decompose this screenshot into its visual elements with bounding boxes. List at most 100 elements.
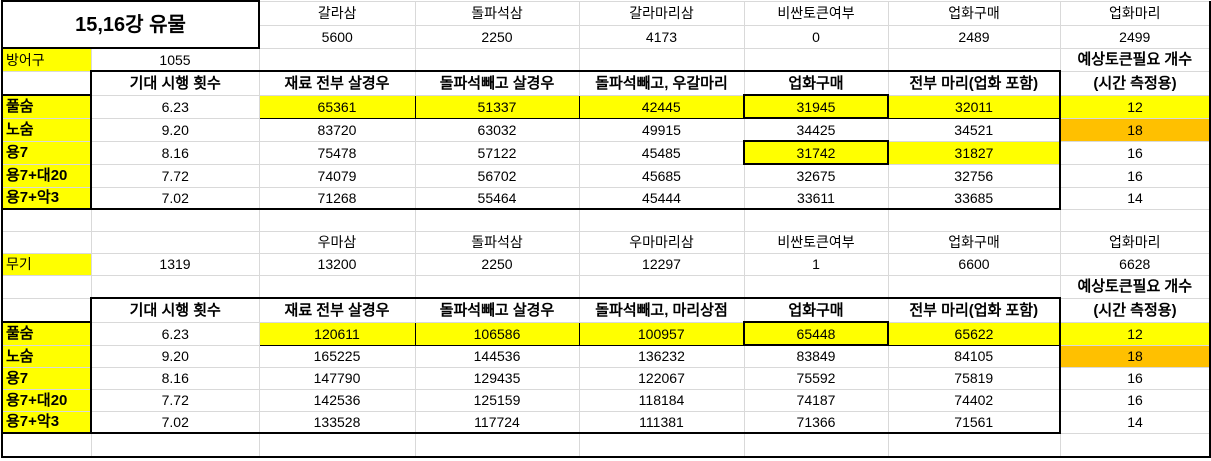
column-header[interactable]: 기대 시행 횟수 [90,297,260,323]
cell[interactable] [743,274,889,299]
cost-value[interactable]: 33611 [743,186,889,210]
token-count[interactable]: 12 [1059,94,1211,119]
cost-value[interactable]: 100957 [578,321,745,346]
material-value[interactable]: 1 [743,252,889,276]
cost-value[interactable]: 133528 [258,410,416,434]
cell[interactable] [414,432,580,458]
cost-value[interactable]: 122067 [578,366,745,390]
token-header-sub[interactable]: (시간 측정용) [1059,297,1211,323]
cost-value[interactable]: 65622 [887,321,1061,346]
row-label[interactable]: 용7 [1,366,92,390]
cost-value[interactable]: 136232 [578,344,745,368]
column-header[interactable]: 돌파석빼고 살경우 [414,297,580,323]
cost-value[interactable]: 125159 [414,388,580,412]
cost-value[interactable]: 51337 [414,94,580,119]
cell[interactable] [743,432,889,458]
cost-value[interactable]: 118184 [578,388,745,412]
row-label[interactable]: 용7 [1,140,92,165]
cost-value[interactable]: 55464 [414,186,580,210]
cost-value[interactable]: 34521 [887,117,1061,142]
column-header[interactable]: 돌파석빼고, 마리상점 [578,297,745,323]
cost-value[interactable]: 45685 [578,163,745,188]
cost-value[interactable]: 42445 [578,94,745,119]
cell[interactable] [887,432,1061,458]
cell[interactable] [1,208,92,232]
row-label[interactable]: 풀숨 [1,321,92,346]
cell[interactable] [1059,432,1211,458]
cost-value[interactable]: 144536 [414,344,580,368]
material-value[interactable]: 2499 [1059,24,1211,49]
column-header[interactable]: 업화구매 [743,70,889,96]
cost-value[interactable]: 71268 [258,186,416,210]
cell[interactable] [887,208,1061,232]
material-value[interactable]: 6600 [887,252,1061,276]
token-count[interactable]: 16 [1059,366,1211,390]
cost-value[interactable]: 31945 [743,94,889,119]
cell[interactable] [90,230,260,254]
row-label[interactable]: 용7+대20 [1,388,92,412]
category-label[interactable]: 무기 [1,252,92,276]
cell[interactable] [1,297,92,323]
cost-value[interactable]: 75478 [258,140,416,165]
cost-value[interactable]: 120611 [258,321,416,346]
cost-value[interactable]: 111381 [578,410,745,434]
material-value[interactable]: 0 [743,24,889,49]
cell[interactable] [258,432,416,458]
cost-value[interactable]: 65448 [743,321,889,346]
cost-value[interactable]: 106586 [414,321,580,346]
column-header[interactable]: 전부 마리(업화 포함) [887,297,1061,323]
cost-value[interactable]: 49915 [578,117,745,142]
cost-value[interactable]: 32675 [743,163,889,188]
cell[interactable] [743,208,889,232]
expected-attempts[interactable]: 7.72 [90,163,260,188]
cell[interactable] [1,230,92,254]
expected-attempts[interactable]: 6.23 [90,321,260,346]
cell[interactable] [258,47,416,72]
token-count[interactable]: 16 [1059,388,1211,412]
material-value[interactable]: 13200 [258,252,416,276]
cell[interactable] [90,274,260,299]
material-value[interactable]: 2489 [887,24,1061,49]
material-name[interactable]: 업화마리 [1059,0,1211,26]
sheet-title[interactable]: 15,16강 유물 [1,0,260,49]
column-header[interactable]: 돌파석빼고 살경우 [414,70,580,96]
cell[interactable] [258,274,416,299]
cell[interactable] [578,274,745,299]
cost-value[interactable]: 34425 [743,117,889,142]
cell[interactable] [90,208,260,232]
cost-value[interactable]: 83720 [258,117,416,142]
token-count[interactable]: 16 [1059,163,1211,188]
expected-attempts[interactable]: 6.23 [90,94,260,119]
cost-value[interactable]: 83849 [743,344,889,368]
cell[interactable] [414,47,580,72]
material-name[interactable]: 돌파석삼 [414,0,580,26]
row-label[interactable]: 노숨 [1,117,92,142]
material-name[interactable]: 돌파석삼 [414,230,580,254]
column-header[interactable]: 재료 전부 살경우 [258,297,416,323]
cost-value[interactable]: 65361 [258,94,416,119]
token-count[interactable]: 18 [1059,344,1211,368]
column-header[interactable]: 업화구매 [743,297,889,323]
token-header-sub[interactable]: (시간 측정용) [1059,70,1211,96]
cell[interactable] [887,274,1061,299]
cost-value[interactable]: 74187 [743,388,889,412]
cost-value[interactable]: 117724 [414,410,580,434]
cost-value[interactable]: 71561 [887,410,1061,434]
expected-attempts[interactable]: 7.72 [90,388,260,412]
cell[interactable] [414,274,580,299]
cost-value[interactable]: 31742 [743,140,889,165]
category-label[interactable]: 방어구 [1,47,92,72]
row-label[interactable]: 용7+악3 [1,410,92,434]
row-label[interactable]: 용7+대20 [1,163,92,188]
cost-value[interactable]: 45444 [578,186,745,210]
cost-value[interactable]: 84105 [887,344,1061,368]
material-name[interactable]: 업화마리 [1059,230,1211,254]
material-name[interactable]: 비싼토큰여부 [743,230,889,254]
material-name[interactable]: 업화구매 [887,0,1061,26]
cell[interactable] [1,432,92,458]
material-name[interactable]: 갈라삼 [258,0,416,26]
category-value[interactable]: 1319 [90,252,260,276]
material-value[interactable]: 2250 [414,24,580,49]
cell[interactable] [258,208,416,232]
material-name[interactable]: 우마삼 [258,230,416,254]
